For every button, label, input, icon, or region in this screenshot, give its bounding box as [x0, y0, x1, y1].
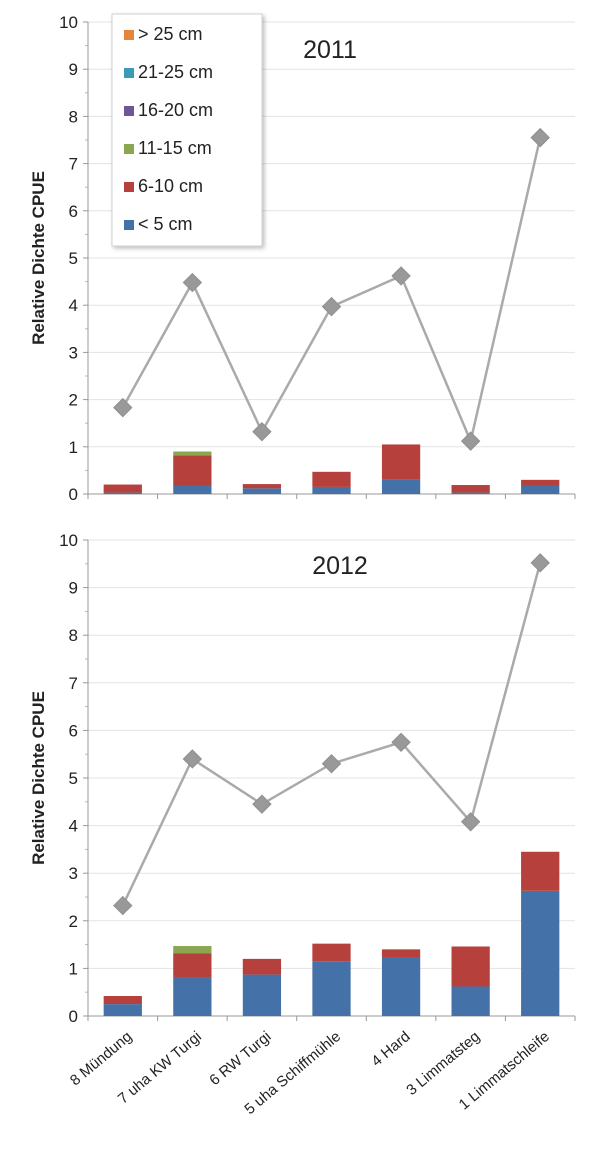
chart0-bar-5cm-6 — [521, 485, 560, 494]
chart0-bar-5cm-5 — [451, 492, 490, 494]
legend-swatch-0 — [124, 30, 134, 40]
chart0-line-point-1 — [182, 272, 203, 293]
chart0-bar-610cm-6 — [521, 479, 560, 486]
chart1-bar-610cm-3 — [312, 943, 351, 962]
chart0-bar-610cm-3 — [312, 471, 351, 487]
chart1-bar-610cm-1 — [173, 953, 212, 978]
legend-swatch-4 — [124, 182, 134, 192]
chart0-line-point-2 — [252, 421, 272, 442]
chart1-line-point-5 — [460, 812, 481, 832]
chart1-bar-5cm-1 — [173, 977, 212, 1016]
chart0-ytick-label: 7 — [69, 155, 78, 174]
chart1-xtick-label-4: 4 Hard — [368, 1028, 413, 1070]
chart1-ytick-label: 3 — [69, 864, 78, 883]
chart1-ytick-label: 8 — [69, 626, 78, 645]
chart0-bar-5cm-2 — [242, 488, 282, 494]
chart1-bar-5cm-2 — [242, 974, 282, 1016]
chart0-ytick-label: 4 — [69, 296, 78, 315]
chart1-bar-610cm-2 — [242, 958, 282, 975]
chart0-title: 2011 — [303, 36, 357, 64]
chart0-line-point-4 — [391, 266, 411, 286]
chart1-ytick-label: 1 — [69, 959, 78, 978]
chart0-bar-610cm-0 — [103, 484, 142, 493]
chart1-bar-5cm-5 — [451, 986, 490, 1016]
chart0-y-axis-label: Relative Dichte CPUE — [29, 171, 48, 345]
chart0-ytick-label: 2 — [69, 391, 78, 410]
legend-label-0: > 25 cm — [138, 24, 203, 44]
chart0-line-point-5 — [460, 431, 481, 451]
chart0-bar-5cm-3 — [312, 486, 351, 494]
legend-swatch-2 — [124, 106, 134, 116]
chart1-total-line — [121, 562, 542, 907]
chart0-ytick-label: 3 — [69, 343, 78, 362]
chart1-y-axis-label: Relative Dichte CPUE — [29, 691, 48, 865]
chart1-xtick-label-2: 6 RW Turgi — [206, 1028, 274, 1089]
legend-swatch-1 — [124, 68, 134, 78]
chart0-ytick-label: 0 — [69, 485, 78, 504]
chart0-ytick-label: 9 — [69, 60, 78, 79]
legend-label-3: 11-15 cm — [138, 138, 212, 158]
chart0-ytick-label: 6 — [69, 202, 78, 221]
chart1-bar-610cm-5 — [451, 946, 490, 987]
chart0-ytick-label: 1 — [69, 438, 78, 457]
chart1-title: 2012 — [312, 552, 368, 580]
chart1-line-point-6 — [530, 553, 550, 573]
chart1-plot: 0 1 2 3 4 5 6 7 8 9 10 Relative Dichte CPUE 2012 8 Mü… — [29, 531, 576, 1118]
chart1-line-point-0 — [113, 895, 133, 916]
chart0-ytick-label: 5 — [69, 249, 78, 268]
chart1-bar-610cm-6 — [521, 851, 560, 891]
chart0-bar-610cm-4 — [381, 444, 421, 480]
legend-label-4: 6-10 cm — [138, 176, 203, 196]
chart0-ytick-label: 8 — [69, 107, 78, 126]
chart1-ytick-label: 5 — [69, 769, 78, 788]
chart0-line-point-3 — [321, 296, 342, 317]
chart1-bar-610cm-4 — [381, 949, 421, 958]
chart0-line-point-0 — [113, 397, 133, 418]
chart0-line-point-6 — [530, 127, 550, 148]
chart0-bar-610cm-1 — [173, 455, 212, 486]
chart1-line-point-1 — [182, 749, 203, 769]
chart1-ytick-label: 0 — [69, 1007, 78, 1026]
chart0-bar-610cm-2 — [242, 484, 282, 489]
chart0-plot: 0 1 2 3 4 5 6 7 8 9 10 Relative Dichte CPUE 2011 > 25… — [29, 13, 576, 504]
chart1-xtick-label-0: 8 Mündung — [67, 1028, 135, 1089]
chart0-bar-5cm-1 — [173, 485, 212, 494]
chart1-bar-5cm-3 — [312, 961, 351, 1016]
chart1-bar-610cm-0 — [103, 996, 142, 1005]
chart0-ytick-label: 10 — [59, 13, 78, 32]
chart1-line-point-4 — [391, 732, 411, 753]
chart1-ytick-label: 6 — [69, 721, 78, 740]
chart1-bar-5cm-6 — [521, 890, 560, 1016]
legend-label-2: 16-20 cm — [138, 100, 213, 120]
legend-swatch-5 — [124, 220, 134, 230]
legend-swatch-3 — [124, 144, 134, 154]
legend-label-5: < 5 cm — [138, 214, 193, 234]
chart0-bar-5cm-4 — [381, 479, 421, 494]
chart1-bar-1115cm-1 — [173, 946, 212, 954]
chart1-bar-5cm-0 — [103, 1004, 142, 1016]
chart0-bar-610cm-5 — [451, 485, 490, 493]
chart1-ytick-label: 10 — [59, 531, 78, 550]
chart1-line-point-2 — [252, 794, 272, 814]
chart1-line-point-3 — [321, 754, 342, 774]
chart1-ytick-label: 2 — [69, 912, 78, 931]
chart1-ytick-label: 4 — [69, 817, 78, 836]
chart1-ytick-label: 9 — [69, 579, 78, 598]
chart1-bar-5cm-4 — [381, 957, 421, 1016]
chart1-ytick-label: 7 — [69, 674, 78, 693]
chart0-bar-5cm-0 — [103, 492, 142, 494]
legend-label-1: 21-25 cm — [138, 62, 213, 82]
chart0-bar-1115cm-1 — [173, 451, 212, 456]
legend-box — [111, 13, 263, 247]
